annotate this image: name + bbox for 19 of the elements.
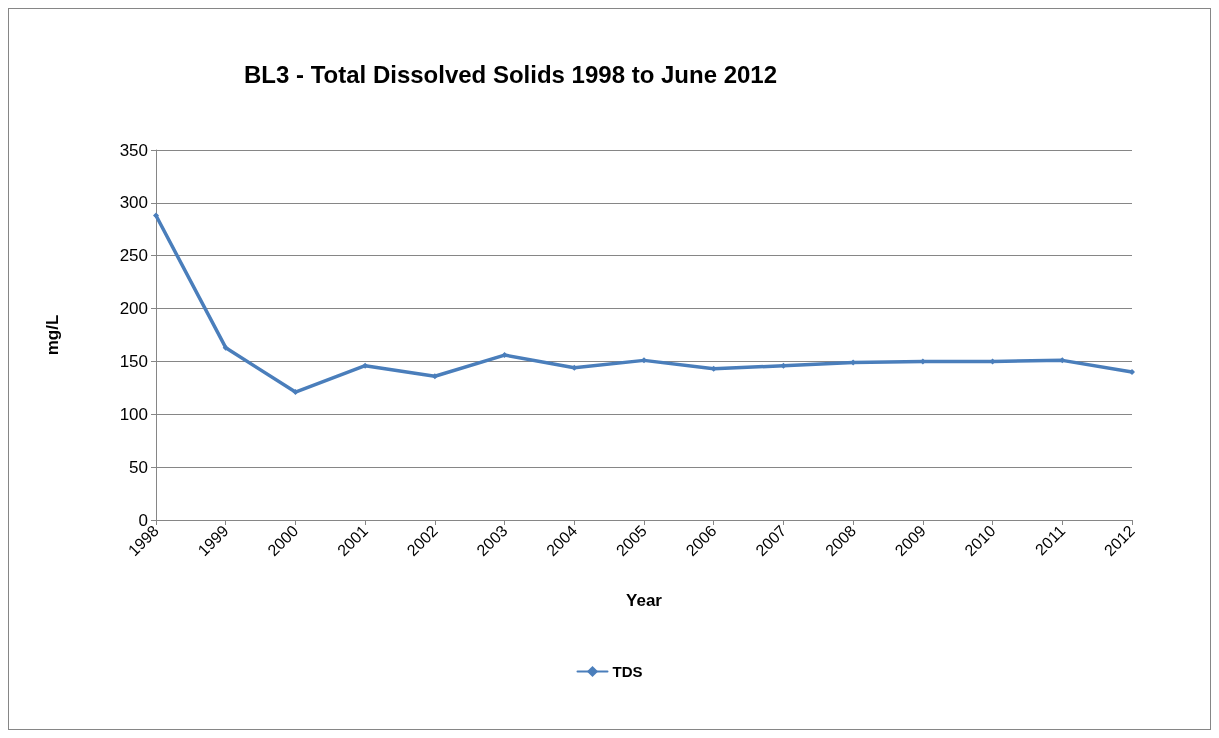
y-tick-label: 0 (138, 510, 148, 530)
legend-label: TDS (612, 663, 643, 680)
point (1059, 357, 1066, 364)
x-axis-title: Year (626, 591, 663, 610)
y-tick-label: 300 (119, 193, 148, 213)
point (641, 357, 647, 364)
y-tick-label: 50 (129, 457, 148, 477)
y-tick-label: 100 (119, 404, 148, 424)
y-tick-label: 250 (119, 246, 148, 266)
y-tick-label: 200 (119, 299, 148, 319)
point (501, 352, 508, 359)
point (292, 389, 299, 396)
point (222, 344, 229, 351)
chart-title: BL3 - Total Dissolved Solids 1998 to June 2012 (244, 60, 778, 88)
y-tick-label: 150 (119, 351, 148, 371)
y-tick-label: 350 (119, 140, 148, 160)
point (153, 212, 159, 219)
point (1129, 369, 1135, 375)
y-axis-title: mg/L (43, 314, 62, 356)
